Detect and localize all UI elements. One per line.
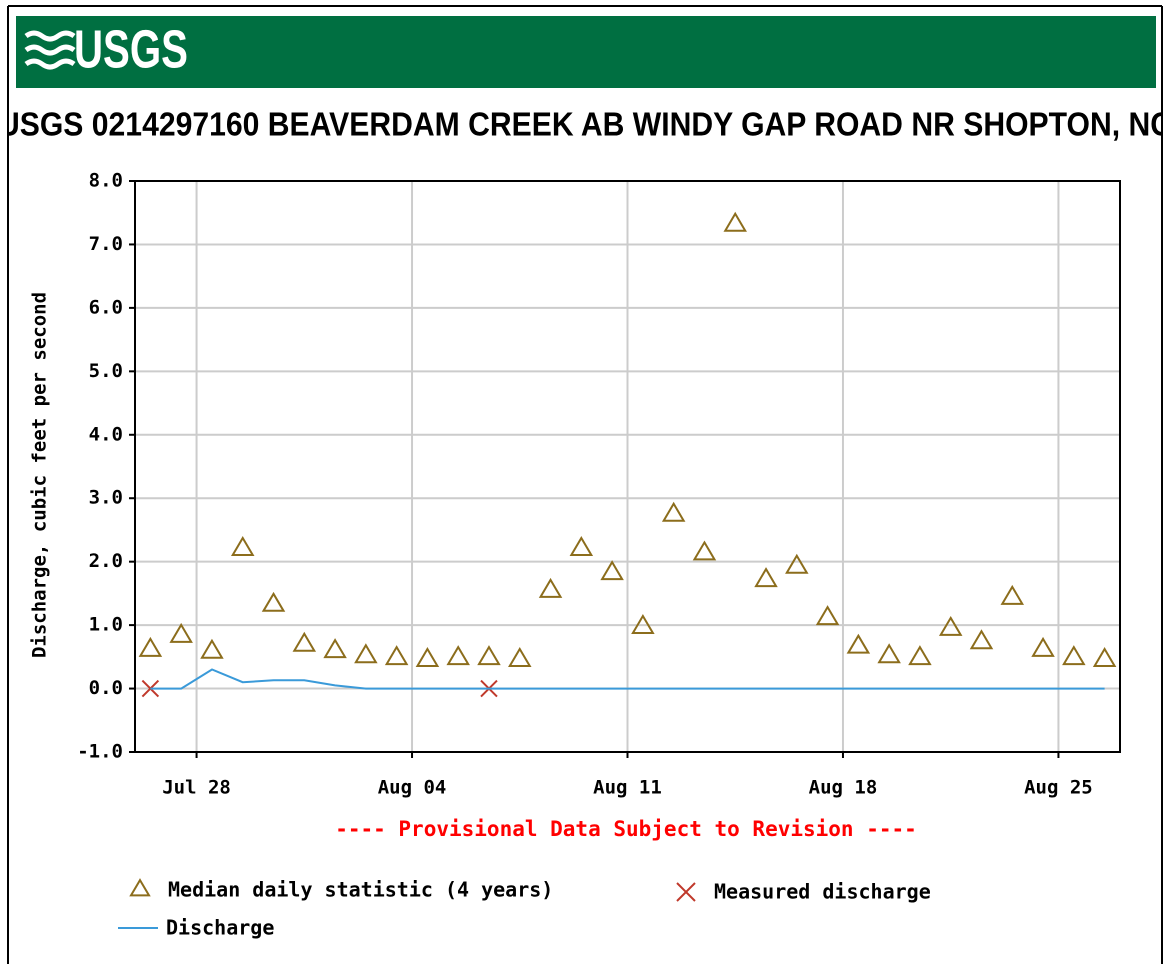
median-marker (692, 540, 717, 561)
median-marker (323, 638, 347, 659)
y-tick-label: 2.0 (89, 550, 123, 572)
x-tick-label: Aug 11 (593, 777, 662, 799)
legend: Median daily statistic (4 years) Measured… (118, 878, 931, 940)
legend-symbol (676, 882, 696, 902)
median-marker (631, 614, 655, 635)
median-marker (477, 645, 501, 666)
median-marker (785, 553, 809, 574)
median-marker (230, 536, 255, 556)
median-marker (846, 633, 871, 654)
y-tick-label: 8.0 (89, 170, 123, 192)
legend-label: Measured discharge (714, 880, 931, 904)
discharge-line (150, 668, 1105, 690)
median-marker (1031, 636, 1055, 657)
median-marker (969, 629, 994, 650)
median-marker (538, 577, 563, 598)
median-marker (754, 567, 778, 588)
median-marker (723, 211, 747, 232)
median-marker (600, 560, 624, 581)
median-marker (877, 643, 901, 664)
median-marker (200, 638, 224, 659)
legend-label: Discharge (166, 916, 274, 940)
provisional-note: ---- Provisional Data Subject to Revisio… (335, 817, 917, 841)
median-marker (938, 615, 963, 636)
x-tick-label: Aug 18 (809, 777, 878, 799)
median-marker (508, 647, 532, 668)
median-marker (169, 622, 193, 643)
logo-text: USGS (74, 19, 188, 79)
median-marker (1062, 645, 1086, 666)
y-tick-label: 7.0 (89, 233, 123, 255)
y-tick-label: 3.0 (89, 487, 123, 509)
y-tick-label: 5.0 (89, 360, 123, 382)
median-marker (292, 631, 317, 652)
measured-marker (141, 679, 160, 698)
median-marker (446, 645, 470, 666)
median-marker (415, 647, 440, 668)
median-marker (1092, 647, 1117, 668)
x-tick-label: Jul 28 (162, 777, 231, 799)
y-axis-label: Discharge, cubic feet per second (29, 292, 51, 658)
legend-label: Median daily statistic (4 years) (168, 878, 553, 902)
logo-waves (24, 30, 76, 70)
station-title: USGS 0214297160 BEAVERDAM CREEK AB WINDY… (0, 106, 1168, 143)
y-tick-label: 6.0 (89, 296, 123, 318)
y-tick-label: -1.0 (77, 741, 123, 763)
x-tick-label: Aug 04 (378, 777, 447, 799)
y-tick-label: 1.0 (89, 614, 123, 636)
marks (138, 211, 1117, 698)
banner (16, 16, 1156, 88)
y-tick-label: 4.0 (89, 423, 123, 445)
x-tick-label: Aug 25 (1024, 777, 1093, 799)
median-marker (569, 536, 594, 556)
median-marker (815, 605, 840, 626)
median-marker (384, 645, 409, 666)
median-marker (261, 591, 286, 612)
median-marker (1000, 584, 1025, 605)
median-marker (908, 645, 932, 666)
plot-frame (134, 180, 1121, 753)
median-marker (661, 501, 686, 522)
median-marker (354, 643, 378, 664)
y-tick-label: 0.0 (89, 677, 123, 699)
median-marker (138, 636, 163, 657)
legend-symbol (129, 878, 151, 897)
